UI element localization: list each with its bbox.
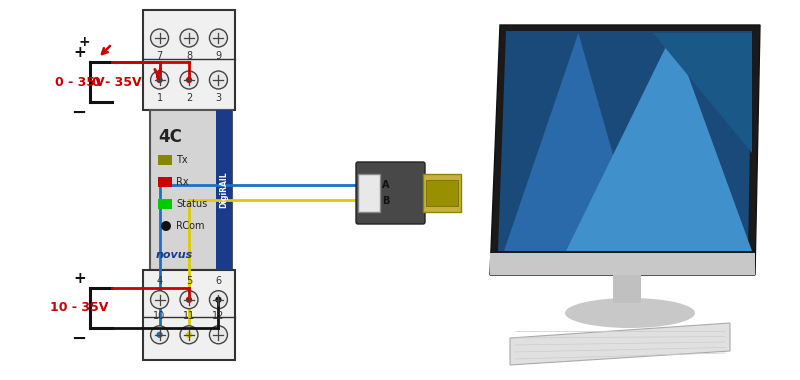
Polygon shape — [566, 33, 752, 251]
Text: +: + — [74, 271, 86, 286]
Circle shape — [180, 71, 198, 89]
Circle shape — [150, 29, 169, 47]
Text: 8: 8 — [186, 51, 192, 61]
Text: 4C: 4C — [158, 128, 182, 146]
Circle shape — [180, 29, 198, 47]
Circle shape — [210, 29, 227, 47]
Text: 4: 4 — [157, 276, 162, 286]
FancyBboxPatch shape — [158, 177, 172, 187]
Text: 12: 12 — [212, 311, 225, 321]
Text: 1: 1 — [157, 93, 162, 103]
Text: 7: 7 — [157, 51, 162, 61]
Text: 9: 9 — [215, 51, 222, 61]
Text: 11: 11 — [183, 311, 195, 321]
Text: novus: novus — [156, 250, 194, 260]
Polygon shape — [653, 33, 752, 153]
Text: B: B — [382, 196, 390, 206]
Text: Status: Status — [176, 199, 207, 209]
FancyBboxPatch shape — [158, 155, 172, 165]
FancyBboxPatch shape — [356, 162, 425, 224]
Circle shape — [186, 77, 192, 83]
Circle shape — [157, 332, 162, 338]
Polygon shape — [498, 31, 752, 251]
Text: Rx: Rx — [176, 177, 189, 187]
Text: RCom: RCom — [176, 221, 205, 231]
Polygon shape — [510, 323, 730, 365]
FancyBboxPatch shape — [216, 110, 232, 270]
FancyBboxPatch shape — [358, 174, 380, 212]
Text: −: − — [71, 104, 86, 122]
Text: Tx: Tx — [176, 155, 188, 165]
Polygon shape — [490, 253, 755, 275]
FancyBboxPatch shape — [423, 174, 461, 212]
Circle shape — [150, 326, 169, 344]
Circle shape — [210, 71, 227, 89]
Circle shape — [210, 291, 227, 309]
Text: 10 - 35V: 10 - 35V — [50, 301, 108, 314]
Circle shape — [180, 291, 198, 309]
Circle shape — [180, 326, 198, 344]
Circle shape — [150, 71, 169, 89]
Text: −: − — [71, 330, 86, 348]
FancyBboxPatch shape — [158, 199, 172, 209]
Text: +: + — [74, 45, 86, 60]
Text: 0 - 35V: 0 - 35V — [55, 76, 105, 89]
Text: 5: 5 — [186, 276, 192, 286]
FancyBboxPatch shape — [143, 270, 235, 360]
Circle shape — [186, 332, 192, 338]
Circle shape — [150, 291, 169, 309]
Text: 3: 3 — [215, 93, 222, 103]
Text: +: + — [78, 35, 90, 49]
FancyBboxPatch shape — [150, 110, 232, 270]
Ellipse shape — [565, 298, 695, 328]
Text: 0 - 35V: 0 - 35V — [92, 76, 142, 89]
Circle shape — [157, 77, 162, 83]
Circle shape — [161, 221, 171, 231]
Polygon shape — [490, 25, 760, 275]
Polygon shape — [504, 33, 640, 251]
FancyBboxPatch shape — [613, 275, 641, 303]
FancyBboxPatch shape — [426, 180, 458, 206]
Text: DigiRAIL: DigiRAIL — [219, 172, 229, 208]
Text: A: A — [382, 180, 390, 190]
Circle shape — [210, 326, 227, 344]
Text: 10: 10 — [154, 311, 166, 321]
Circle shape — [215, 296, 222, 303]
Text: 2: 2 — [186, 93, 192, 103]
Circle shape — [186, 296, 192, 303]
Text: 6: 6 — [215, 276, 222, 286]
FancyBboxPatch shape — [143, 10, 235, 110]
